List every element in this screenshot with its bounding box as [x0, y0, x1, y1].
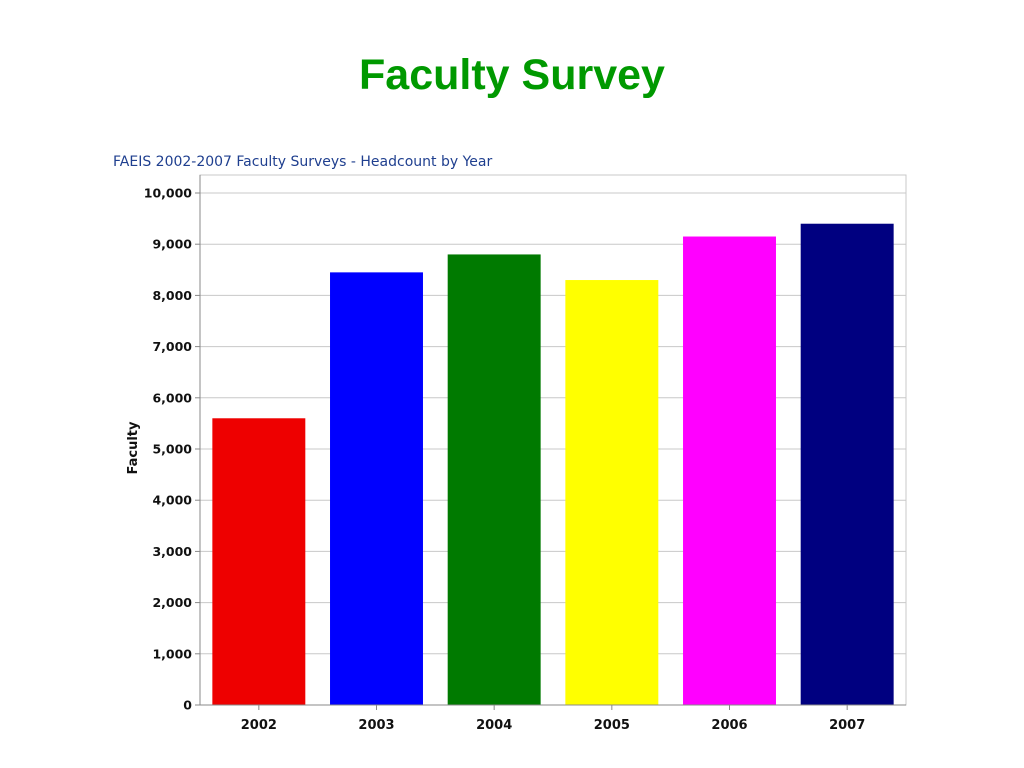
bar-2006	[683, 236, 776, 705]
bar-2007	[800, 223, 894, 705]
x-axis-ticks: 2002 2003 2004 2005 2006 2007	[241, 705, 865, 733]
y-tick-label: 7,000	[152, 339, 192, 354]
bar-2005	[565, 280, 659, 705]
x-tick-label: 2002	[241, 718, 277, 733]
y-tick-label: 4,000	[152, 493, 192, 508]
y-tick-label: 6,000	[152, 390, 192, 405]
page-title: Faculty Survey	[359, 51, 665, 99]
y-tick-label: 10,000	[144, 186, 193, 201]
bar-2002	[212, 418, 306, 705]
bar-2003	[330, 272, 423, 705]
y-tick-label: 3,000	[152, 544, 192, 559]
y-axis-label: Faculty	[126, 421, 141, 475]
x-tick-label: 2004	[476, 718, 512, 733]
y-tick-label: 0	[183, 698, 192, 713]
x-tick-label: 2005	[594, 718, 630, 733]
gridlines	[200, 192, 906, 655]
y-axis-ticks: 0 1,000 2,000 3,000 4,000 5,000 6,000 7,000 8,00…	[144, 186, 200, 713]
x-tick-label: 2003	[358, 718, 394, 733]
bar-2004	[447, 254, 541, 705]
y-tick-label: 8,000	[152, 288, 192, 303]
chart-title: FAEIS 2002-2007 Faculty Surveys - Headco…	[113, 154, 492, 170]
y-tick-label: 5,000	[152, 442, 192, 457]
y-tick-label: 2,000	[152, 595, 192, 610]
y-tick-label: 1,000	[152, 646, 192, 661]
x-tick-label: 2007	[829, 718, 865, 733]
y-tick-label: 9,000	[152, 237, 192, 252]
x-tick-label: 2006	[711, 718, 747, 733]
bars	[212, 223, 894, 705]
plot-area	[199, 174, 907, 706]
